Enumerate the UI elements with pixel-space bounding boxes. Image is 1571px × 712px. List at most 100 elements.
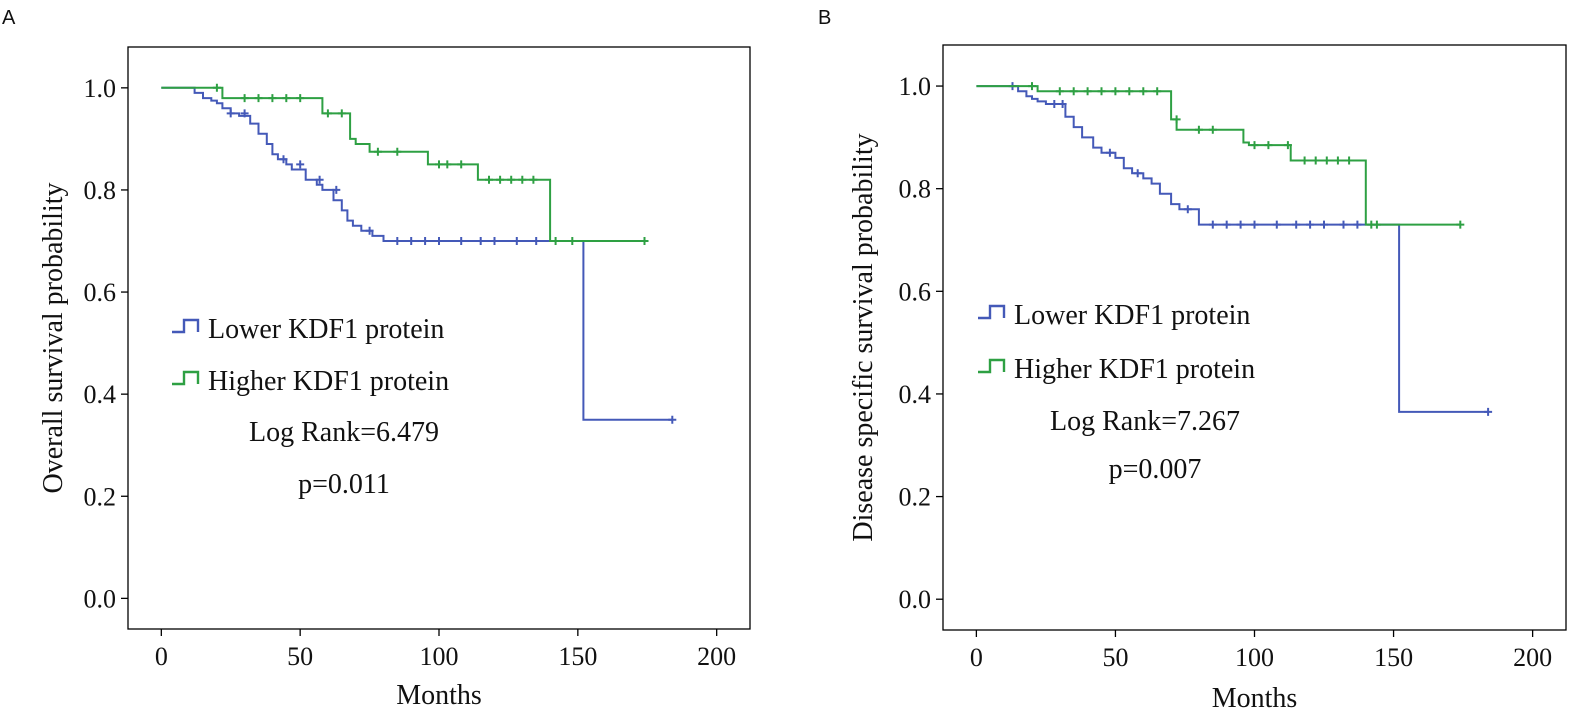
- censor-mark: [1097, 87, 1106, 96]
- censor-mark: [1372, 220, 1381, 229]
- x-tick-label: 100: [420, 642, 459, 671]
- x-tick-label: 200: [697, 642, 736, 671]
- censor-mark: [332, 185, 341, 194]
- censor-mark: [407, 237, 416, 245]
- censor-mark: [296, 94, 305, 103]
- y-tick-label: 1.0: [84, 74, 117, 103]
- censor-mark: [1250, 220, 1259, 229]
- censor-mark: [485, 175, 493, 184]
- censor-mark: [282, 94, 291, 103]
- censor-mark: [1484, 407, 1493, 416]
- censor-mark: [1311, 156, 1320, 165]
- y-tick-label: 0.2: [899, 483, 932, 512]
- log-rank-statistic: Log Rank=7.267: [1050, 406, 1240, 437]
- x-tick-label: 50: [287, 642, 313, 671]
- x-tick-label: 100: [1235, 643, 1274, 672]
- legend-label-higher: Higher KDF1 protein: [208, 366, 449, 397]
- censor-mark: [226, 109, 235, 118]
- censor-mark: [212, 83, 221, 92]
- censor-mark: [254, 94, 263, 103]
- censor-mark: [532, 237, 541, 245]
- censor-mark: [1028, 82, 1036, 91]
- censor-mark: [240, 94, 249, 103]
- x-tick-label: 50: [1102, 643, 1128, 672]
- y-tick-label: 0.0: [84, 584, 117, 613]
- y-tick-label: 1.0: [899, 72, 932, 101]
- p-value: p=0.011: [298, 469, 390, 500]
- censor-mark: [1264, 141, 1273, 150]
- censor-mark: [568, 237, 577, 245]
- censor-mark: [1300, 156, 1309, 165]
- censor-mark: [1222, 220, 1231, 229]
- censor-mark: [457, 237, 466, 245]
- censor-mark: [1111, 87, 1120, 96]
- censor-mark: [365, 226, 374, 235]
- legend-swatch-higher: [172, 370, 200, 386]
- y-tick-label: 0.6: [899, 277, 932, 306]
- survival-curve-lower: [161, 86, 673, 421]
- legend-swatch-lower: [172, 318, 200, 334]
- y-tick-label: 0.6: [84, 278, 117, 307]
- censor-mark: [1306, 220, 1315, 229]
- censor-mark: [1333, 156, 1342, 165]
- censor-mark: [1345, 156, 1354, 165]
- censor-mark: [323, 109, 332, 118]
- censor-mark: [518, 175, 527, 184]
- legend-swatch-lower: [978, 304, 1006, 320]
- y-tick-label: 0.8: [84, 176, 117, 205]
- survival-curve-higher: [976, 85, 1461, 226]
- censor-mark: [435, 160, 443, 169]
- x-tick-label: 150: [1374, 643, 1413, 672]
- censor-mark: [443, 160, 452, 169]
- censor-mark: [268, 94, 277, 103]
- x-tick-label: 150: [558, 642, 597, 671]
- censor-mark: [1250, 141, 1259, 150]
- censor-mark: [1083, 87, 1092, 96]
- panel-b: B 0.0 0.2 0.4 0.6 0.8 1.0 0 50 100 150 200 Months Dis…: [818, 7, 1567, 712]
- survival-curve-higher: [161, 86, 645, 242]
- x-axis-title: Months: [1212, 683, 1298, 712]
- censor-mark: [1339, 220, 1348, 229]
- panel-label: B: [818, 7, 831, 29]
- censor-mark: [1208, 125, 1217, 134]
- censor-mark: [1125, 87, 1134, 96]
- x-tick-label: 0: [155, 642, 168, 671]
- censor-mark: [1050, 100, 1059, 108]
- censor-mark: [373, 147, 382, 156]
- legend-label-lower: Lower KDF1 protein: [1014, 300, 1250, 331]
- y-tick-label: 0.4: [899, 380, 932, 409]
- censor-mark: [1320, 220, 1328, 229]
- censor-mark: [1058, 100, 1067, 108]
- legend-label-higher: Higher KDF1 protein: [1014, 354, 1255, 385]
- plot-frame: [942, 44, 1567, 631]
- censor-mark: [640, 237, 649, 245]
- censor-mark: [1322, 156, 1331, 165]
- y-tick-label: 0.2: [84, 482, 117, 511]
- censor-mark: [240, 109, 249, 118]
- censor-mark: [496, 175, 505, 184]
- censor-mark: [1272, 220, 1281, 229]
- y-axis-title: Overall survival probability: [38, 182, 69, 493]
- censor-mark: [1283, 141, 1292, 150]
- censor-mark: [393, 147, 402, 156]
- censor-mark: [1139, 87, 1148, 96]
- censor-mark: [457, 160, 466, 169]
- censor-mark: [1194, 125, 1203, 134]
- censor-mark: [1456, 220, 1465, 229]
- censor-mark: [507, 175, 516, 184]
- censor-mark: [1292, 220, 1301, 229]
- legend-swatch-higher: [978, 358, 1006, 374]
- censor-mark: [529, 175, 538, 184]
- censor-mark: [393, 237, 402, 245]
- censor-mark: [490, 237, 499, 245]
- censor-mark: [551, 237, 560, 245]
- y-tick-label: 0.4: [84, 380, 117, 409]
- censor-mark: [476, 237, 485, 245]
- p-value: p=0.007: [1109, 454, 1202, 485]
- censor-mark: [1069, 87, 1078, 96]
- panel-label: A: [2, 7, 16, 29]
- censor-mark: [1236, 220, 1245, 229]
- censor-mark: [512, 237, 521, 245]
- x-tick-label: 200: [1513, 643, 1552, 672]
